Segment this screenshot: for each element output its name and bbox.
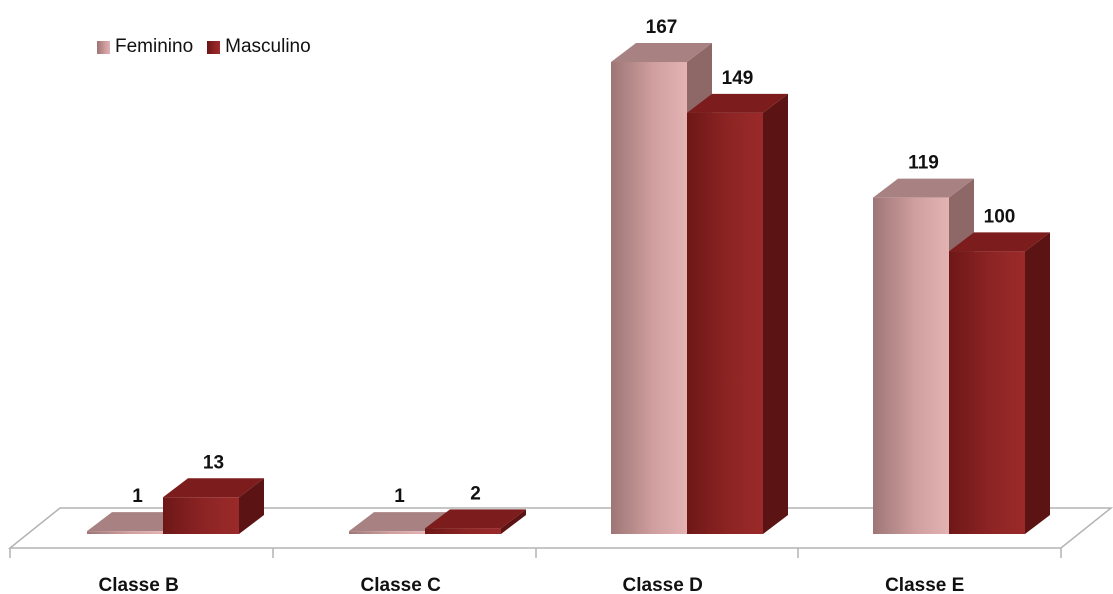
chart-floor: [7, 507, 1113, 549]
bar-side: [1025, 232, 1050, 534]
bar-top: [949, 232, 1050, 252]
bar-front: [425, 528, 501, 534]
legend-label-masculino: Masculino: [225, 36, 311, 57]
bar-top: [163, 478, 264, 498]
data-label: 149: [722, 68, 754, 89]
legend-item-masculino: Masculino: [207, 36, 311, 58]
x-tick-label: Classe D: [623, 575, 703, 594]
bar-side: [239, 478, 264, 534]
legend-item-feminino: Feminino: [97, 36, 193, 58]
bar-front: [687, 112, 763, 534]
chart-legend: Feminino Masculino: [97, 36, 325, 58]
x-tick-label: Classe C: [361, 575, 442, 594]
bar-side: [501, 509, 526, 534]
bar-top: [349, 512, 450, 532]
data-label: 2: [470, 483, 481, 504]
data-label: 1: [132, 486, 143, 507]
legend-swatch-feminino: [97, 40, 110, 54]
bar-front: [163, 497, 239, 534]
bar-top: [873, 178, 974, 198]
bar-side: [763, 93, 788, 534]
bar-top: [611, 43, 712, 62]
data-label: 119: [908, 153, 939, 174]
bar-top: [87, 512, 188, 532]
legend-swatch-masculino: [207, 40, 221, 54]
bar-front: [349, 531, 425, 534]
bar-masculino-classe-c: [425, 509, 526, 534]
bar-masculino-classe-b: [163, 478, 264, 534]
bar-front: [611, 62, 687, 534]
bar-front: [949, 251, 1025, 534]
bar-top: [425, 509, 526, 529]
bar-front: [873, 197, 949, 534]
bar-masculino-classe-e: [949, 232, 1050, 534]
bar-masculino-classe-d: [687, 93, 788, 534]
bar-front: [87, 531, 163, 534]
data-label: 100: [984, 206, 1016, 227]
legend-label-feminino: Feminino: [115, 36, 194, 57]
data-label: 1: [394, 486, 405, 507]
data-label: 13: [203, 452, 224, 473]
data-label: 167: [646, 17, 678, 38]
x-tick-label: Classe E: [885, 575, 964, 594]
bar-top: [687, 93, 788, 113]
x-tick-label: Classe B: [99, 575, 179, 594]
